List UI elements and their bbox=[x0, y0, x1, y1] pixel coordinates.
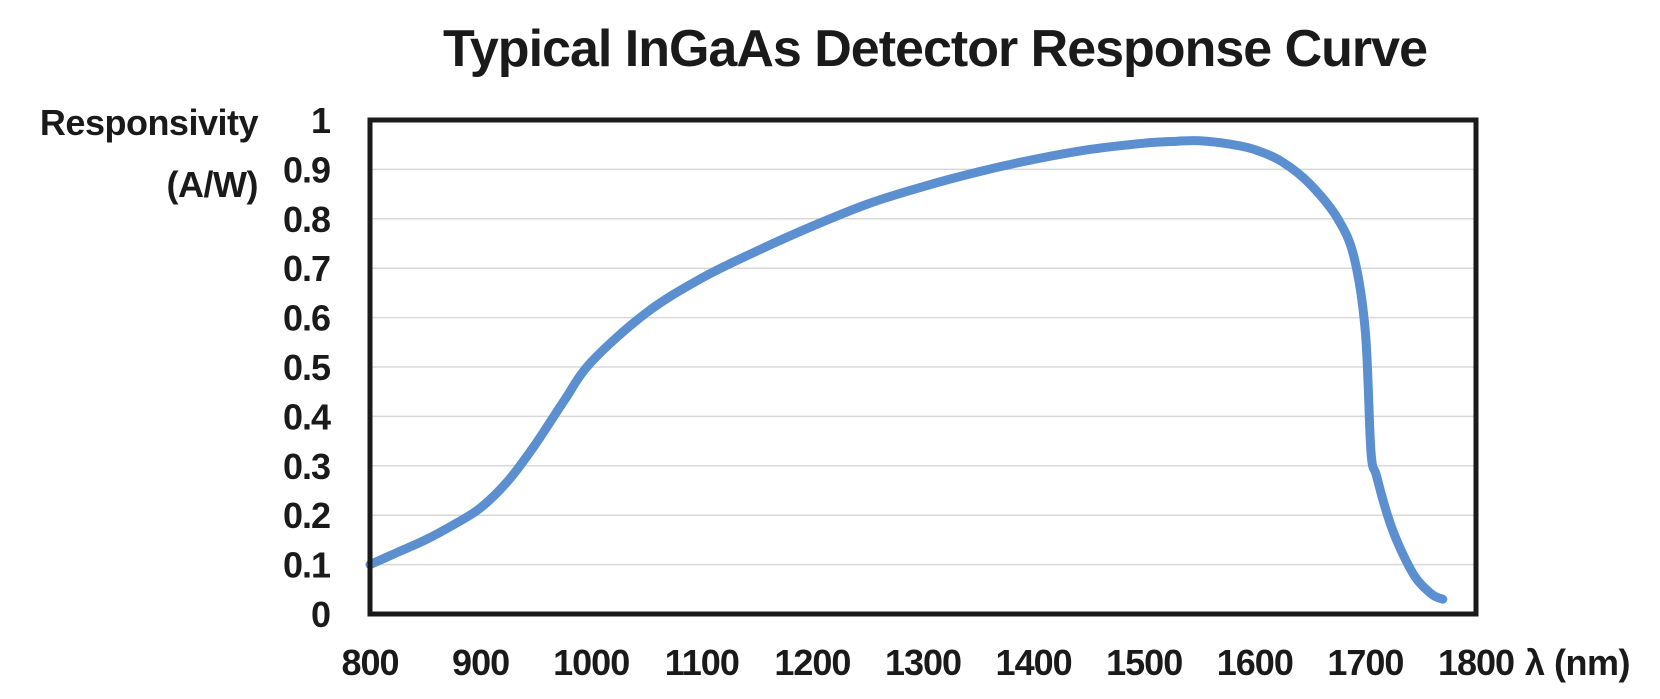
x-axis-label: λ (nm) bbox=[1525, 642, 1630, 683]
responsivity-curve bbox=[365, 136, 1448, 604]
x-tick-label: 1500 bbox=[1106, 642, 1182, 683]
y-axis-label-line2: (A/W) bbox=[167, 164, 258, 205]
y-tick-label: 0.9 bbox=[283, 149, 330, 190]
grid-lines bbox=[370, 168, 1476, 566]
y-axis-label-line1: Responsivity bbox=[40, 102, 259, 143]
y-tick-label: 0.4 bbox=[283, 396, 331, 437]
x-tick-label: 1200 bbox=[774, 642, 850, 683]
x-tick-label: 1800 bbox=[1438, 642, 1514, 683]
y-tick-label: 0.7 bbox=[283, 248, 330, 289]
x-tick-label: 1100 bbox=[665, 642, 739, 683]
plot-frame bbox=[367, 117, 1479, 617]
y-tick-label: 0.5 bbox=[283, 347, 331, 388]
x-tick-label: 1600 bbox=[1217, 642, 1293, 683]
y-tick-label: 0.3 bbox=[283, 446, 330, 487]
x-tick-label: 1700 bbox=[1327, 642, 1403, 683]
x-tick-label: 1000 bbox=[553, 642, 629, 683]
x-tick-label: 1400 bbox=[996, 642, 1072, 683]
y-tick-label: 0.6 bbox=[283, 298, 330, 339]
y-tick-label: 1 bbox=[311, 100, 331, 141]
x-tick-labels: 800 900 1000 1100 1200 1300 1400 1500 1600 1700 18… bbox=[341, 642, 1515, 683]
y-tick-label: 0 bbox=[311, 594, 330, 635]
x-tick-label: 900 bbox=[452, 642, 509, 683]
y-tick-label: 0.2 bbox=[283, 495, 330, 536]
x-tick-label: 800 bbox=[341, 642, 398, 683]
y-tick-label: 0.8 bbox=[283, 199, 330, 240]
chart-title: Typical InGaAs Detector Response Curve bbox=[443, 20, 1427, 78]
y-tick-labels: 0 0.1 0.2 0.3 0.4 0.5 0.6 0.7 0.8 0.9 1 bbox=[283, 100, 332, 635]
y-tick-label: 0.1 bbox=[283, 545, 331, 586]
x-tick-label: 1300 bbox=[885, 642, 961, 683]
